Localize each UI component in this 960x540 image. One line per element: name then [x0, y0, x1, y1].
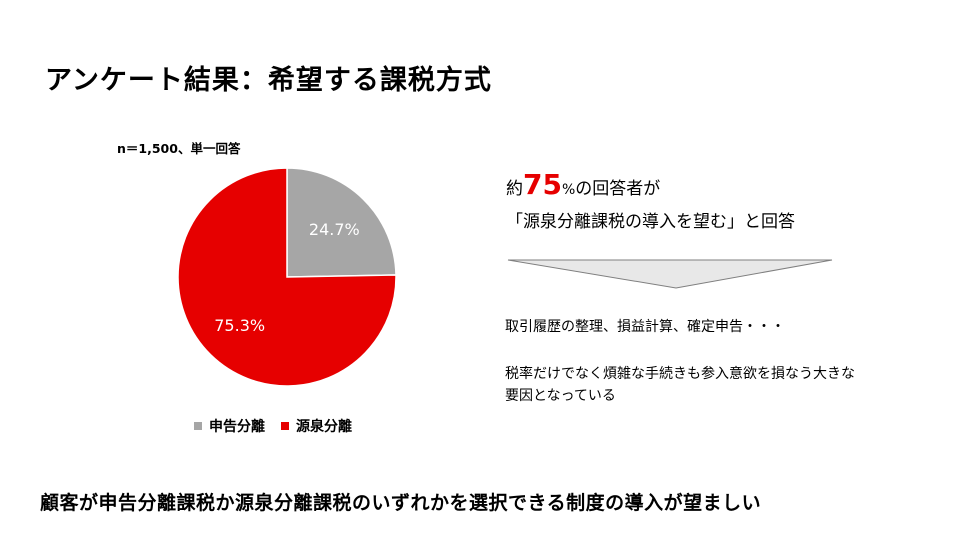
summary-callout: 約75%の回答者が 「源泉分離課税の導入を望む」と回答	[506, 168, 795, 232]
factors-text: 取引履歴の整理、損益計算、確定申告・・・ 税率だけでなく煩雑な手続きも参入意欲を…	[505, 316, 859, 407]
legend-swatch-shinkoku	[194, 422, 202, 430]
summary-prefix: 約	[506, 179, 523, 199]
conclusion-text: 顧客が申告分離課税か源泉分離課税のいずれかを選択できる制度の導入が望ましい	[40, 492, 762, 514]
legend-item-shinkoku: 申告分離	[194, 416, 265, 436]
pie-slice-1	[177, 167, 397, 387]
summary-unit: %	[561, 182, 576, 198]
pie-chart: 24.7% 75.3%	[177, 167, 397, 387]
summary-line-2: 「源泉分離課税の導入を望む」と回答	[506, 212, 795, 232]
legend-label-shinkoku: 申告分離	[209, 419, 265, 435]
pie-slice-0	[286, 167, 397, 278]
down-arrow-shape	[507, 259, 833, 289]
legend-swatch-gensen	[281, 422, 289, 430]
summary-highlight-value: 75	[523, 168, 562, 201]
pie-data-label-0: 24.7%	[309, 220, 360, 239]
chart-legend: 申告分離 源泉分離	[194, 416, 368, 436]
factors-line-2: 税率だけでなく煩雑な手続きも参入意欲を損なう大きな要因となっている	[505, 366, 855, 404]
sample-size-note: n＝1,500、単一回答	[117, 141, 241, 156]
legend-item-gensen: 源泉分離	[281, 416, 352, 436]
legend-label-gensen: 源泉分離	[296, 419, 352, 435]
page-title: アンケート結果：希望する課税方式	[45, 65, 492, 96]
summary-suffix: の回答者が	[575, 179, 661, 199]
pie-data-label-1: 75.3%	[214, 316, 265, 335]
summary-line-1: 約75%の回答者が	[506, 168, 795, 201]
down-arrow-triangle	[507, 259, 833, 289]
factors-line-1: 取引履歴の整理、損益計算、確定申告・・・	[505, 319, 785, 335]
